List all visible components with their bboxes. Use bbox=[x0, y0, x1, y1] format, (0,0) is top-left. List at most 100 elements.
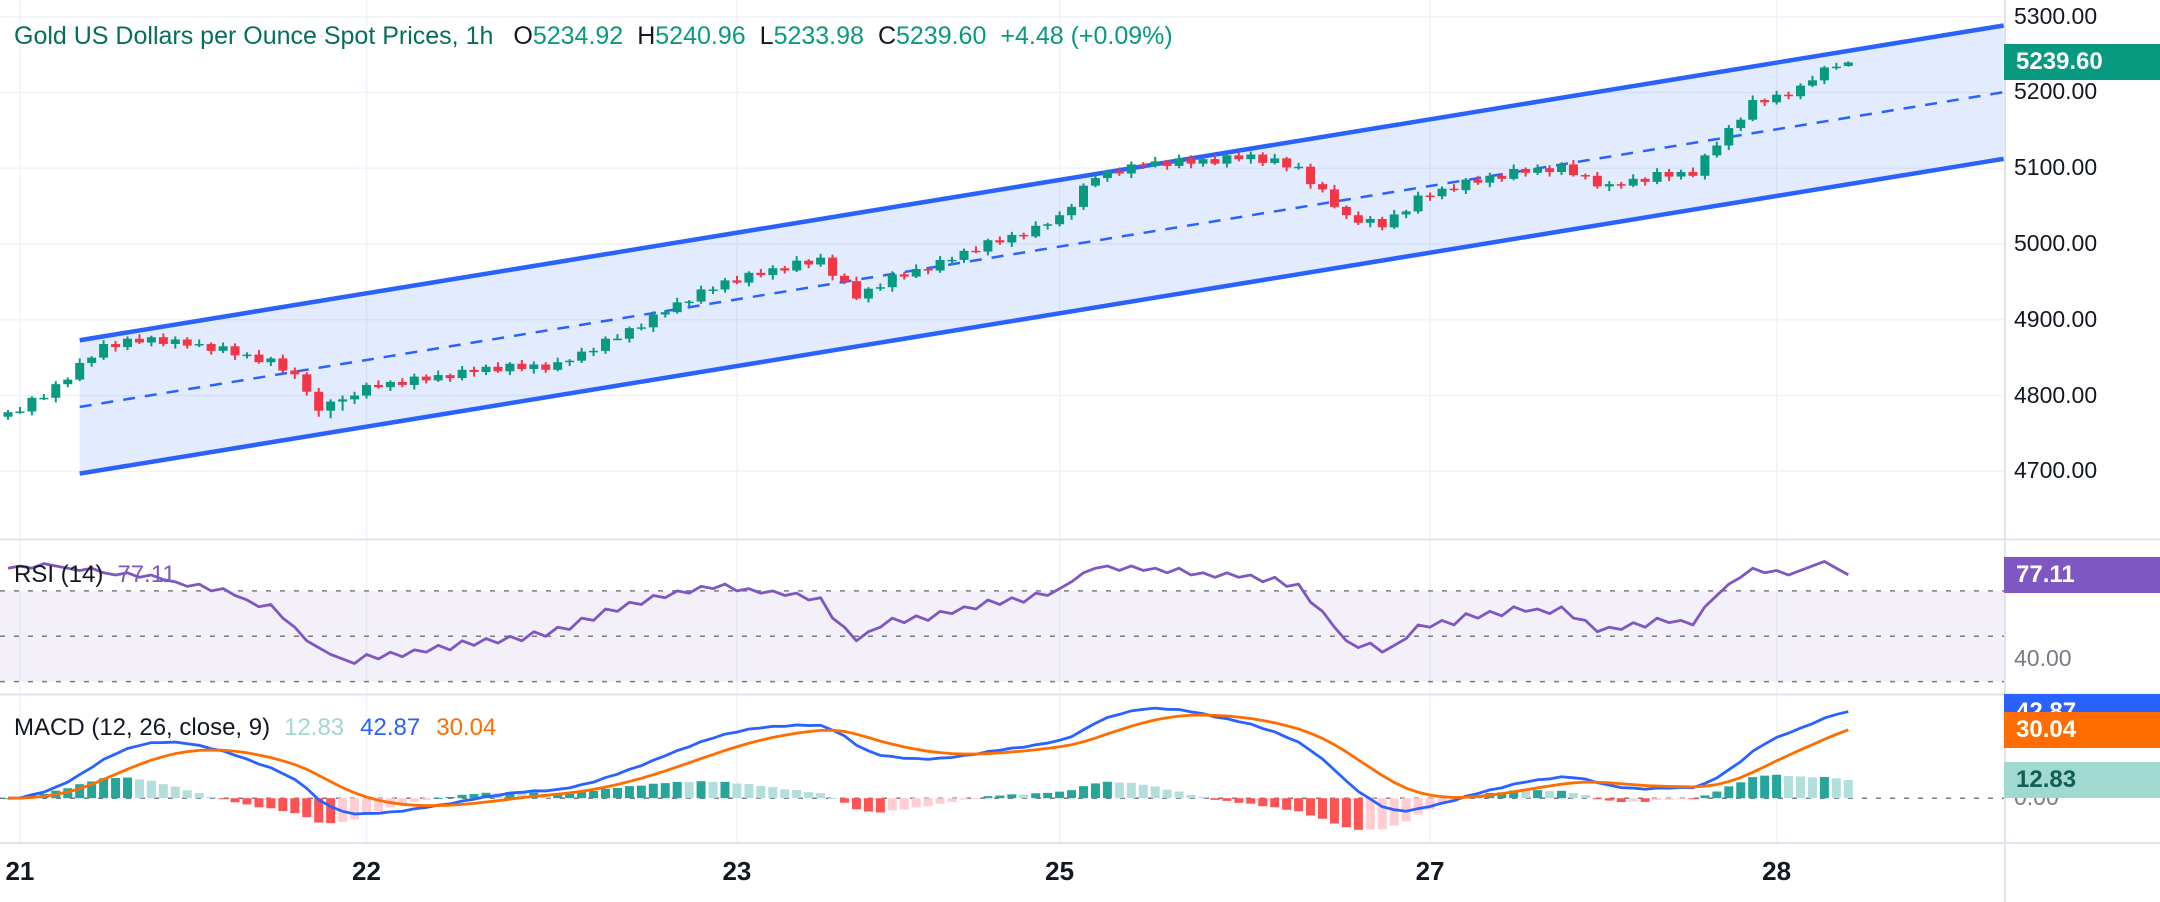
last-price-badge: 5239.60 bbox=[2004, 44, 2160, 81]
candle bbox=[1353, 215, 1363, 223]
macd-histogram-bar bbox=[828, 797, 838, 799]
price-tick: 5000.00 bbox=[2014, 229, 2098, 256]
candle bbox=[672, 302, 682, 313]
symbol-legend[interactable]: Gold US Dollars per Ounce Spot Prices, 1… bbox=[14, 22, 1187, 51]
macd-histogram-bar bbox=[1162, 789, 1172, 799]
candle bbox=[1186, 158, 1196, 164]
candle bbox=[146, 337, 156, 343]
candle bbox=[1748, 100, 1758, 120]
macd-histogram-bar bbox=[1353, 798, 1363, 830]
candle bbox=[1162, 161, 1172, 166]
macd-histogram-bar bbox=[863, 798, 873, 812]
rsi-legend[interactable]: RSI (14) 77.11 bbox=[14, 561, 192, 589]
candle bbox=[696, 289, 706, 302]
rsi-pane[interactable] bbox=[0, 560, 2004, 683]
macd-histogram-bar bbox=[397, 798, 407, 806]
candle bbox=[350, 395, 360, 400]
candle bbox=[1485, 175, 1495, 183]
macd-histogram-bar bbox=[170, 786, 180, 799]
candle bbox=[1831, 66, 1841, 69]
candle bbox=[362, 384, 371, 396]
candles[interactable] bbox=[3, 61, 1853, 420]
macd-histogram-bar bbox=[1748, 777, 1758, 799]
symbol-title[interactable]: Gold US Dollars per Ounce Spot Prices, 1… bbox=[14, 22, 494, 50]
time-tick: 22 bbox=[352, 856, 381, 886]
macd-histogram-bar bbox=[780, 789, 790, 799]
ohlc-low-key: L bbox=[759, 22, 774, 50]
channel-bottom-line[interactable] bbox=[79, 156, 2005, 476]
macd-histogram-bar bbox=[684, 782, 694, 799]
macd-histogram-bar bbox=[959, 798, 969, 800]
macd-histogram-bar bbox=[756, 785, 766, 799]
macd-histogram-bar bbox=[792, 789, 802, 799]
candle bbox=[433, 375, 443, 381]
candle bbox=[1700, 155, 1710, 176]
macd-histogram-bar bbox=[182, 790, 192, 799]
time-tick: 28 bbox=[1762, 856, 1792, 886]
candle bbox=[1557, 164, 1566, 173]
candle bbox=[1126, 164, 1136, 174]
rsi-value: 77.11 bbox=[117, 561, 176, 588]
channel-midline[interactable] bbox=[79, 90, 2004, 409]
macd-histogram-bar bbox=[1365, 798, 1375, 830]
rsi-label[interactable]: RSI (14) bbox=[14, 561, 104, 588]
macd-histogram-bar bbox=[302, 798, 312, 818]
macd-label[interactable]: MACD (12, 26, close, 9) bbox=[14, 714, 271, 741]
candle bbox=[1449, 188, 1459, 191]
candle bbox=[553, 362, 563, 370]
price-axis[interactable]: 42.87 30.04 12.83 5239.60 77.11 40.00 0.… bbox=[2004, 0, 2160, 902]
price-change: +4.48 (+0.09%) bbox=[1000, 22, 1173, 50]
candle bbox=[636, 327, 646, 329]
macd-histogram-bar bbox=[1497, 792, 1507, 799]
macd-histogram-bar bbox=[1090, 783, 1100, 799]
macd-histogram-bar bbox=[1509, 790, 1519, 799]
candle bbox=[1533, 168, 1543, 173]
channel-top-line[interactable] bbox=[79, 23, 2005, 343]
candle bbox=[780, 268, 790, 271]
candle bbox=[302, 374, 312, 392]
macd-histogram-bar bbox=[1533, 790, 1543, 799]
macd-histogram-bar bbox=[123, 777, 132, 799]
macd-histogram-bar bbox=[1819, 776, 1829, 799]
candle bbox=[63, 379, 73, 385]
ohlc-open-value: 5234.92 bbox=[532, 22, 624, 50]
ohlc-high-key: H bbox=[637, 22, 656, 50]
candle bbox=[792, 260, 802, 271]
macd-histogram-bar bbox=[577, 791, 587, 799]
macd-signal-value: 30.04 bbox=[436, 714, 497, 741]
candle bbox=[1234, 155, 1244, 160]
macd-histogram-bar bbox=[457, 794, 467, 799]
candle bbox=[684, 301, 694, 304]
candle bbox=[1294, 166, 1304, 169]
macd-histogram-bar bbox=[1186, 794, 1196, 799]
macd-pane[interactable] bbox=[0, 706, 2004, 830]
grid-lines bbox=[0, 0, 2004, 844]
rsi-line bbox=[7, 560, 1849, 665]
rsi-level-tick: 40.00 bbox=[2014, 644, 2072, 671]
price-tick: 4700.00 bbox=[2014, 457, 2098, 484]
candle bbox=[1640, 178, 1650, 182]
candle bbox=[995, 240, 1005, 243]
candle bbox=[1521, 168, 1531, 173]
candle bbox=[541, 364, 551, 370]
candle bbox=[601, 338, 610, 351]
candle bbox=[409, 376, 419, 385]
macd-legend[interactable]: MACD (12, 26, close, 9) 12.83 42.87 30.04 bbox=[14, 714, 512, 742]
candle bbox=[708, 289, 718, 291]
macd-histogram-bar bbox=[1592, 798, 1602, 800]
time-axis[interactable]: 21 22 23 25 27 28 bbox=[0, 844, 2160, 902]
candle bbox=[457, 369, 467, 379]
candle bbox=[170, 339, 180, 345]
candle bbox=[373, 384, 383, 388]
macd-histogram-bar bbox=[278, 798, 288, 812]
candle bbox=[863, 288, 873, 299]
macd-histogram-bar bbox=[565, 793, 575, 799]
macd-histogram-bar bbox=[1055, 791, 1065, 799]
price-tick: 5100.00 bbox=[2014, 154, 2098, 181]
macd-histogram-bar bbox=[505, 792, 515, 799]
candle bbox=[828, 257, 838, 276]
candle bbox=[840, 275, 849, 282]
trend-channel[interactable] bbox=[79, 23, 2005, 476]
